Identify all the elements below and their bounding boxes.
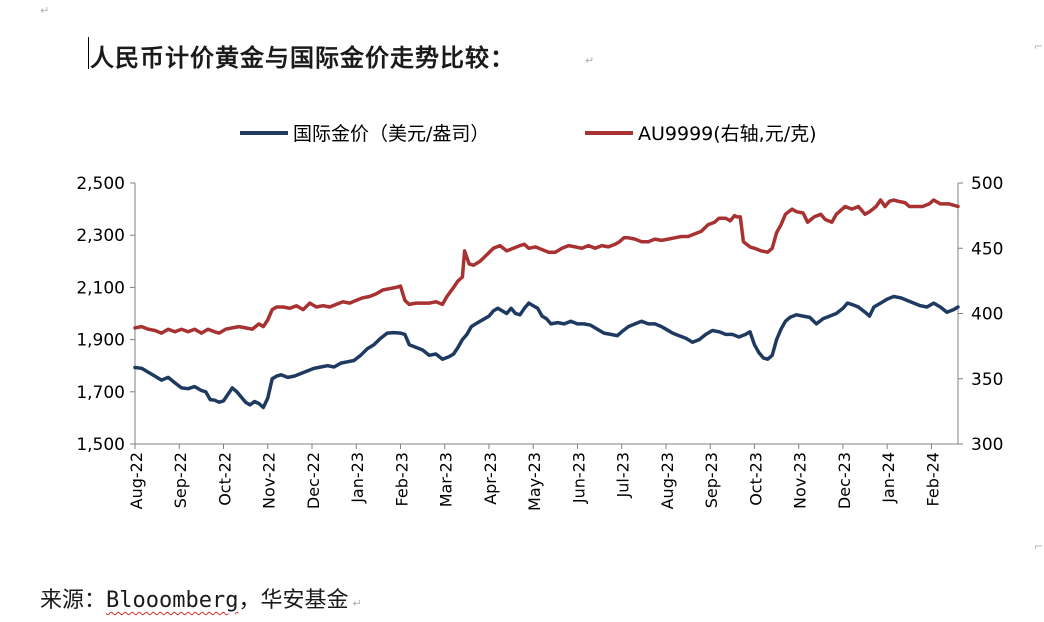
x-tick-label: Feb-23 bbox=[392, 452, 411, 506]
x-tick-label: Jul-23 bbox=[614, 452, 633, 498]
x-tick-label: Dec-22 bbox=[304, 452, 323, 509]
x-tick-label: Sep-22 bbox=[171, 452, 190, 508]
x-tick-label: Dec-23 bbox=[835, 452, 854, 509]
x-tick-label: Jan-24 bbox=[879, 452, 898, 504]
right-tick-label: 350 bbox=[971, 370, 1003, 390]
x-tick-label: Aug-22 bbox=[127, 452, 146, 509]
source-brand: Blooomberg bbox=[106, 588, 239, 613]
left-tick-label: 2,100 bbox=[76, 278, 125, 298]
source-note: 来源：Blooomberg，华安基金 ↵ bbox=[40, 582, 362, 614]
paragraph-mark: ↵ bbox=[352, 597, 362, 610]
legend-label-au: AU9999(右轴,元/克) bbox=[638, 123, 817, 145]
x-tick-label: Oct-22 bbox=[215, 452, 234, 506]
source-prefix: 来源： bbox=[40, 588, 107, 613]
left-tick-label: 1,900 bbox=[76, 331, 125, 351]
left-tick-label: 2,500 bbox=[76, 174, 125, 194]
x-tick-label: May-23 bbox=[525, 452, 544, 511]
x-tick-label: Jan-23 bbox=[348, 452, 367, 504]
left-tick-label: 1,700 bbox=[76, 383, 125, 403]
page-title: 人民币计价黄金与国际金价走势比较： bbox=[90, 43, 515, 72]
left-tick-label: 1,500 bbox=[76, 435, 125, 455]
right-axis-ticks: 500 450 400 350 300 bbox=[958, 174, 1003, 455]
x-tick-label: Nov-22 bbox=[260, 452, 279, 509]
x-tick-label: Jun-23 bbox=[569, 452, 588, 504]
left-tick-label: 2,300 bbox=[76, 226, 125, 246]
x-tick-label: Apr-23 bbox=[481, 452, 500, 505]
x-tick-label: Mar-23 bbox=[437, 452, 456, 507]
x-tick-label: Sep-23 bbox=[702, 452, 721, 508]
x-tick-label: Oct-23 bbox=[746, 452, 765, 506]
paragraph-mark: ↵ bbox=[40, 4, 50, 17]
series-group bbox=[133, 198, 960, 410]
paragraph-mark: ↵ bbox=[585, 54, 595, 67]
intl-gold-price-line bbox=[133, 294, 960, 410]
page-corner-mark: ⌐ bbox=[1034, 40, 1044, 53]
legend: 国际金价（美元/盎司） AU9999(右轴,元/克) bbox=[240, 123, 817, 145]
right-tick-label: 500 bbox=[971, 174, 1003, 194]
x-axis-ticks: Aug-22 Sep-22 Oct-22 Nov-22 Dec-22 Jan-23 Feb-… bbox=[127, 444, 942, 511]
right-tick-label: 300 bbox=[971, 435, 1003, 455]
legend-label-intl: 国际金价（美元/盎司） bbox=[293, 123, 489, 145]
right-tick-label: 400 bbox=[971, 305, 1003, 325]
x-tick-label: Aug-23 bbox=[658, 452, 677, 509]
left-axis-ticks: 2,500 2,300 2,100 1,900 1,700 1,500 bbox=[76, 174, 135, 455]
page-corner-mark: ⌐ bbox=[1034, 540, 1044, 553]
text-cursor bbox=[88, 37, 89, 69]
source-suffix: ，华安基金 bbox=[238, 588, 349, 613]
right-tick-label: 450 bbox=[971, 239, 1003, 259]
au9999-price-line bbox=[133, 198, 960, 335]
x-tick-label: Nov-23 bbox=[791, 452, 810, 509]
x-tick-label: Feb-24 bbox=[923, 452, 942, 506]
